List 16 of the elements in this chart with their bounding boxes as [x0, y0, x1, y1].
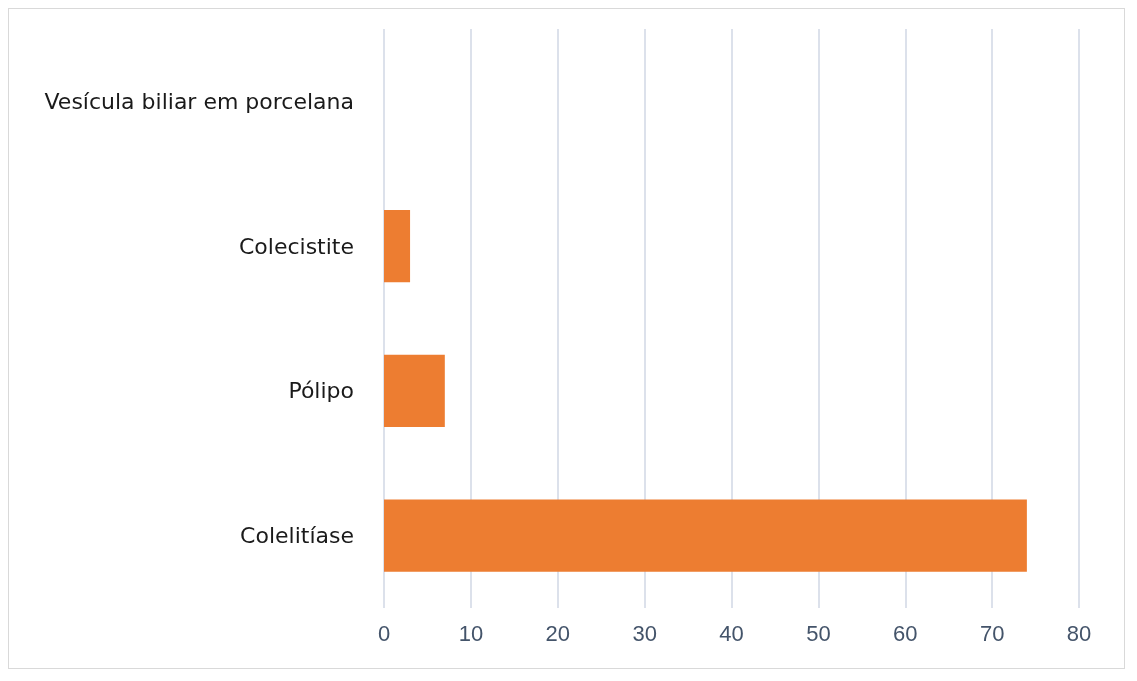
- y-tick-label: Colecistite: [238, 233, 354, 259]
- bar: [384, 354, 445, 428]
- x-tick-label: 30: [632, 620, 657, 646]
- x-tick-label: 60: [893, 620, 918, 646]
- x-tick-label: 50: [806, 620, 831, 646]
- x-tick-label: 10: [458, 620, 484, 646]
- x-tick-label: 70: [979, 620, 1005, 646]
- x-tick-label: 40: [719, 620, 744, 646]
- x-tick-label: 0: [377, 620, 391, 646]
- y-tick-label: Pólipo: [288, 378, 354, 404]
- bar: [384, 499, 1027, 572]
- y-tick-label: Vesícula biliar em porcelana: [44, 88, 354, 114]
- x-tick-label: 80: [1066, 620, 1092, 646]
- bar: [384, 209, 411, 283]
- x-tick-label: 20: [545, 620, 570, 646]
- y-tick-label: Colelitíase: [240, 523, 354, 549]
